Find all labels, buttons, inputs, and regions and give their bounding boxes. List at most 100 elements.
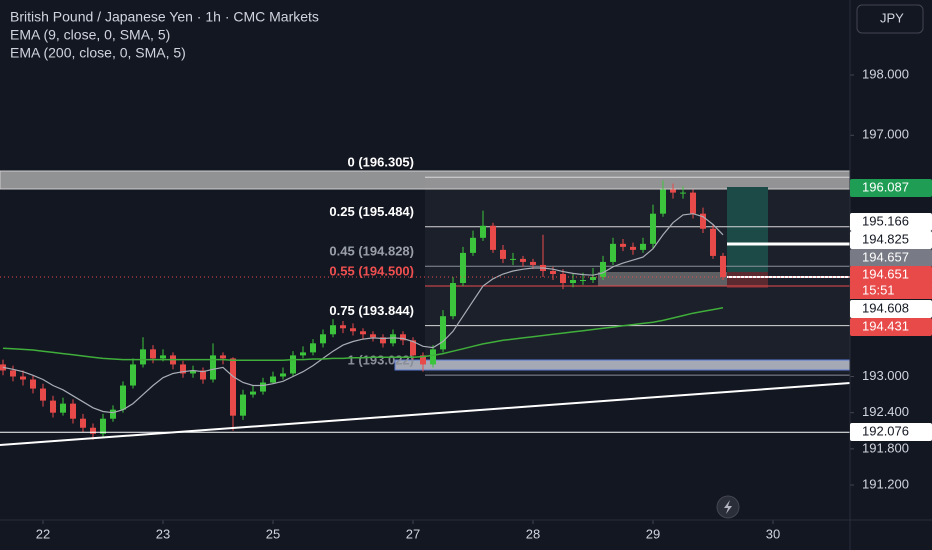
candle-body — [300, 352, 306, 356]
candle-body — [630, 246, 636, 250]
candle-body — [110, 409, 116, 419]
alert-icon — [724, 500, 732, 514]
price-label-box — [850, 318, 932, 336]
candle-body — [580, 280, 586, 282]
candle-body — [680, 192, 686, 194]
candle-body — [470, 237, 476, 253]
currency-label: JPY — [880, 10, 904, 25]
candle-body — [640, 243, 646, 250]
candle-body — [200, 370, 206, 380]
x-tick-label: 23 — [156, 526, 170, 541]
price-label-box — [850, 423, 932, 441]
y-tick-label: 197.000 — [862, 127, 909, 142]
candle-body — [420, 355, 426, 365]
candle-body — [250, 391, 256, 395]
ema-line — [2, 213, 724, 414]
candle-body — [240, 394, 246, 416]
countdown: 15:51 — [862, 282, 895, 297]
candle-body — [500, 249, 506, 259]
candle-body — [290, 355, 296, 374]
candle-body — [210, 355, 216, 380]
candle-body — [560, 273, 566, 284]
candle-body — [180, 364, 186, 374]
candle-body — [220, 355, 226, 359]
candle-body — [230, 358, 236, 416]
countdown-box — [850, 283, 932, 299]
support-zone — [394, 359, 851, 371]
price-label-box — [850, 213, 932, 231]
candle-body — [610, 243, 616, 262]
x-tick-label: 22 — [36, 526, 50, 541]
candle-body — [550, 270, 556, 274]
fib-label: 0.25 (195.484) — [329, 204, 414, 219]
x-tick-label: 29 — [646, 526, 660, 541]
price-label-box — [850, 179, 932, 197]
candle-body — [140, 349, 146, 365]
candle-body — [480, 225, 486, 238]
candle-body — [620, 243, 626, 247]
entry-zone — [598, 272, 727, 286]
price-label: 194.825 — [862, 231, 909, 246]
fib-label: 0 (196.305) — [348, 155, 415, 170]
candle-body — [530, 261, 536, 265]
price-label-box — [850, 300, 932, 318]
candle-body — [60, 403, 66, 413]
candle-body — [650, 213, 656, 244]
candle-body — [720, 255, 726, 278]
candle-body — [390, 334, 396, 344]
ema-line — [2, 307, 724, 361]
candle-body — [10, 370, 16, 377]
x-tick-label: 30 — [766, 526, 780, 541]
candle-body — [410, 340, 416, 356]
price-label: 194.431 — [862, 318, 909, 333]
currency-button[interactable] — [856, 4, 924, 34]
candle-body — [670, 189, 676, 193]
candle-body — [190, 370, 196, 374]
candle-body — [710, 228, 716, 256]
candle-body — [150, 349, 156, 359]
candle-body — [360, 331, 366, 335]
candle-body — [440, 316, 446, 350]
price-label: 194.608 — [862, 300, 909, 315]
candle-body — [490, 225, 496, 250]
candle-body — [40, 388, 46, 401]
candle-body — [280, 373, 286, 377]
candle-body — [510, 258, 516, 260]
candle-body — [330, 325, 336, 335]
candle-body — [270, 376, 276, 383]
price-label-box — [850, 266, 932, 284]
y-tick-label: 191.200 — [862, 476, 909, 491]
y-tick-label: 198.000 — [862, 66, 909, 81]
fib-label: 0.75 (193.844) — [329, 303, 414, 318]
candle-body — [520, 258, 526, 262]
candle-body — [120, 385, 126, 410]
price-label: 196.087 — [862, 179, 909, 194]
candle-body — [370, 334, 376, 338]
candle-body — [350, 328, 356, 332]
indicator-label: EMA (9, close, 0, SMA, 5) — [10, 27, 170, 43]
candle-body — [260, 382, 266, 392]
candle-body — [660, 189, 666, 214]
candle-body — [340, 325, 346, 329]
plot: 0 (196.305) 0.25 (195.484) 0.45 (194.828) 0… — [0, 74, 854, 524]
target-zone — [727, 187, 768, 272]
candle-body — [570, 280, 576, 284]
fib-label: 0.45 (194.828) — [329, 244, 414, 259]
price-label-box — [850, 249, 932, 267]
candle-body — [400, 334, 406, 341]
resistance-zone — [0, 170, 851, 190]
candle-body — [70, 403, 76, 419]
x-tick-label: 25 — [266, 526, 280, 541]
candle-body — [100, 418, 106, 434]
x-tick-label: 28 — [526, 526, 540, 541]
y-tick-label: 193.000 — [862, 368, 909, 383]
candle-body — [460, 252, 466, 284]
candle-body — [430, 349, 436, 365]
candle-body — [30, 379, 36, 389]
candle-body — [320, 334, 326, 344]
candle-body — [690, 192, 696, 214]
fib-label: 1 (193.022) — [348, 353, 415, 368]
y-tick-label: 192.400 — [862, 404, 909, 419]
trendline — [0, 382, 851, 446]
